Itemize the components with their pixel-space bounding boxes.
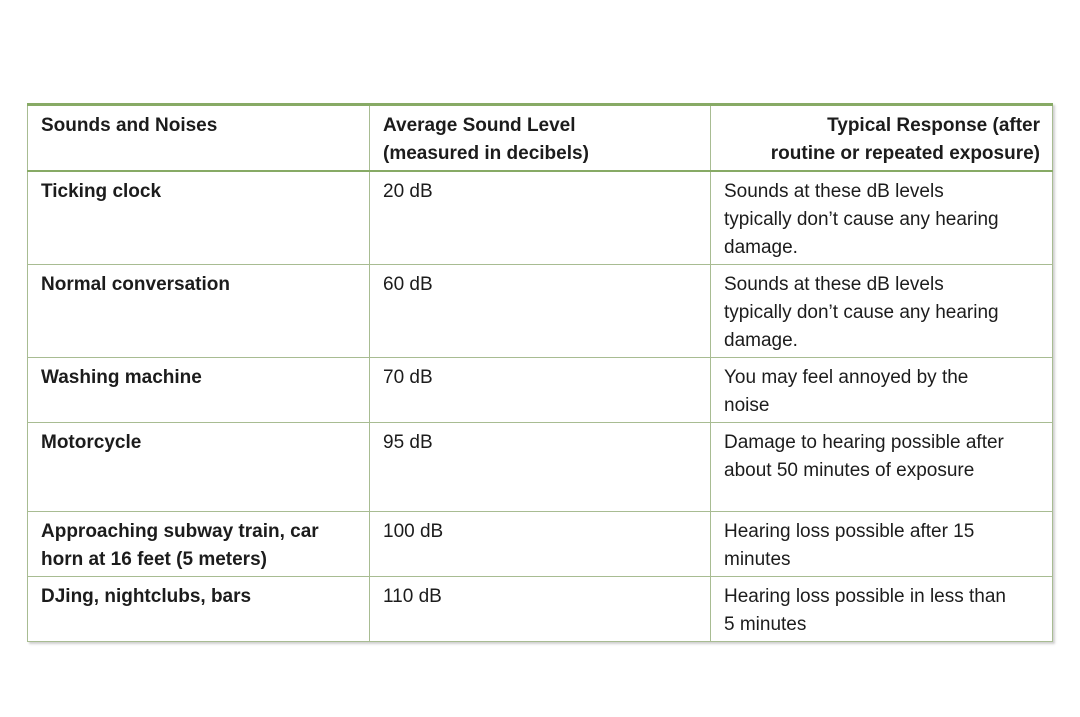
header-row: Sounds and Noises Average Sound Level (m… — [27, 104, 1053, 172]
table-row: DJing, nightclubs, bars 110 dB Hearing l… — [27, 576, 1053, 642]
column-header-sounds-label: Sounds and Noises — [41, 115, 218, 136]
cell-level: 100 dB — [369, 511, 711, 577]
cell-response: Sounds at these dB levels typically don’… — [710, 264, 1053, 358]
cell-response: Sounds at these dB levels typically don’… — [710, 170, 1053, 265]
cell-sound: Washing machine — [27, 357, 370, 423]
table-row: Ticking clock 20 dB Sounds at these dB l… — [27, 170, 1053, 265]
column-header-response-line2: routine or repeated exposure) — [770, 143, 1040, 164]
cell-sound: Normal conversation — [27, 264, 370, 358]
table-row: Approaching subway train, car horn at 16… — [27, 511, 1053, 577]
cell-response-text: Hearing loss possible in less than 5 min… — [724, 586, 1006, 635]
cell-level: 20 dB — [369, 170, 711, 265]
cell-response-text: You may feel annoyed by the noise — [724, 367, 969, 416]
cell-level: 70 dB — [369, 357, 711, 423]
cell-level: 110 dB — [369, 576, 711, 642]
cell-sound: Ticking clock — [27, 170, 370, 265]
cell-response-text: Sounds at these dB levels typically don’… — [724, 274, 999, 351]
cell-level: 95 dB — [369, 422, 711, 512]
column-header-response-line1: Typical Response (after — [827, 115, 1040, 136]
cell-response-text: Hearing loss possible after 15 minutes — [724, 521, 975, 570]
column-header-response: Typical Response (after routine or repea… — [710, 104, 1053, 172]
column-header-level-line2: (measured in decibels) — [383, 143, 589, 164]
column-header-level-line1: Average Sound Level — [383, 115, 576, 136]
column-header-level: Average Sound Level (measured in decibel… — [369, 104, 711, 172]
cell-sound: Approaching subway train, car horn at 16… — [27, 511, 370, 577]
table-row: Normal conversation 60 dB Sounds at thes… — [27, 264, 1053, 358]
cell-response: Damage to hearing possible after about 5… — [710, 422, 1053, 512]
cell-sound: Motorcycle — [27, 422, 370, 512]
table-row: Washing machine 70 dB You may feel annoy… — [27, 357, 1053, 423]
column-header-sounds: Sounds and Noises — [27, 104, 370, 172]
cell-response: Hearing loss possible after 15 minutes — [710, 511, 1053, 577]
cell-response-text: Damage to hearing possible after about 5… — [724, 432, 1004, 481]
sound-levels-table: Sounds and Noises Average Sound Level (m… — [27, 103, 1053, 642]
table-row: Motorcycle 95 dB Damage to hearing possi… — [27, 422, 1053, 512]
cell-level: 60 dB — [369, 264, 711, 358]
cell-response-text: Sounds at these dB levels typically don’… — [724, 181, 999, 258]
cell-response: You may feel annoyed by the noise — [710, 357, 1053, 423]
cell-sound: DJing, nightclubs, bars — [27, 576, 370, 642]
cell-response: Hearing loss possible in less than 5 min… — [710, 576, 1053, 642]
